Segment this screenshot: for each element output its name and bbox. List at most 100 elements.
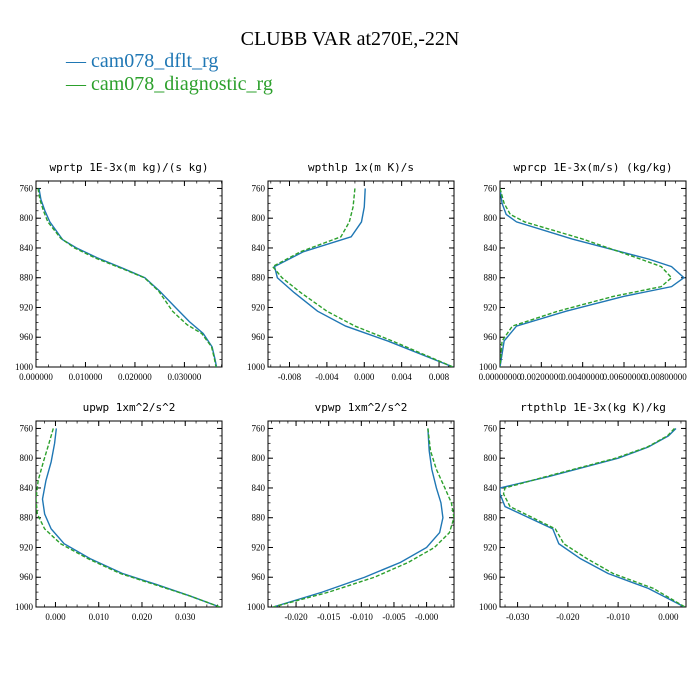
y-tick-label: 880 [484, 513, 498, 523]
y-tick-label: 840 [20, 483, 34, 493]
y-tick-label: 880 [20, 273, 34, 283]
plot-frame [499, 180, 687, 368]
plot-frame [35, 420, 223, 608]
y-tick-label: 800 [252, 453, 266, 463]
x-tick-label: -0.030 [506, 612, 530, 622]
y-tick-label: 760 [252, 423, 266, 433]
x-tick-label: 0.00400000 [561, 372, 604, 382]
series-line-diagnostic [37, 188, 217, 367]
y-tick-label: 800 [484, 453, 498, 463]
y-tick-label: 960 [252, 332, 266, 342]
y-tick-label: 800 [252, 213, 266, 223]
y-tick-label: 760 [484, 423, 498, 433]
series-line-diagnostic [271, 188, 454, 367]
x-tick-label: -0.020 [556, 612, 580, 622]
x-tick-label: 0.010 [89, 612, 110, 622]
x-tick-label: -0.004 [315, 372, 339, 382]
chart-panel-5: vpwp 1xm^2/s^2 760 800 840 880 920 960 1000 -0.0… [247, 401, 455, 622]
legend-item-dflt: — cam078_dflt_rg [66, 50, 273, 73]
legend-swatch-diagnostic: — [66, 73, 91, 95]
y-tick-label: 960 [484, 332, 498, 342]
x-tick-label: -0.000 [415, 612, 439, 622]
y-tick-label: 920 [20, 302, 34, 312]
series-line-diagnostic [273, 428, 454, 607]
x-tick-label: -0.005 [382, 612, 406, 622]
y-tick-label: 840 [20, 243, 34, 253]
legend-label-dflt: cam078_dflt_rg [91, 50, 219, 72]
y-tick-label: 1000 [247, 362, 266, 372]
y-tick-label: 960 [20, 332, 34, 342]
series-line-dflt [500, 427, 685, 607]
chart-title: vpwp 1xm^2/s^2 [315, 401, 408, 414]
x-tick-label: -0.015 [317, 612, 341, 622]
series-line-dflt [273, 428, 444, 607]
x-tick-label: 0.00000000 [479, 372, 522, 382]
chart-title: rtpthlp 1E-3x(kg K)/kg [520, 401, 666, 414]
chart-title: upwp 1xm^2/s^2 [83, 401, 176, 414]
x-tick-label: 0.010000 [69, 372, 103, 382]
series-line-dflt [41, 428, 221, 607]
series-line-diagnostic [502, 427, 686, 607]
y-tick-label: 1000 [479, 602, 498, 612]
chart-panel-4: upwp 1xm^2/s^2 760 800 840 880 920 960 1000 0.00… [15, 401, 223, 622]
y-tick-label: 880 [252, 273, 266, 283]
y-tick-label: 880 [20, 513, 34, 523]
legend-swatch-dflt: — [66, 50, 91, 72]
y-tick-label: 800 [484, 213, 498, 223]
x-tick-label: -0.010 [607, 612, 631, 622]
y-tick-label: 840 [484, 483, 498, 493]
x-tick-label: -0.020 [284, 612, 308, 622]
x-tick-label: -0.010 [350, 612, 374, 622]
x-tick-label: 0.000000 [19, 372, 53, 382]
chart-title: wprcp 1E-3x(m/s) (kg/kg) [514, 161, 673, 174]
plot-frame [35, 180, 223, 368]
legend: — cam078_dflt_rg — cam078_diagnostic_rg [66, 50, 273, 96]
y-tick-label: 760 [20, 183, 34, 193]
y-tick-label: 920 [252, 542, 266, 552]
y-tick-label: 880 [484, 273, 498, 283]
y-tick-label: 840 [252, 483, 266, 493]
y-tick-label: 960 [484, 572, 498, 582]
plot-frame [267, 180, 455, 368]
series-line-diagnostic [500, 188, 673, 367]
y-tick-label: 1000 [15, 362, 34, 372]
y-tick-label: 760 [20, 423, 34, 433]
series-line-diagnostic [36, 428, 221, 607]
y-tick-label: 800 [20, 453, 34, 463]
x-tick-label: -0.008 [278, 372, 302, 382]
page-title: CLUBB VAR at270E,-22N [240, 28, 460, 50]
chart-panel-6: rtpthlp 1E-3x(kg K)/kg 760 800 840 880 920 960… [479, 401, 687, 622]
series-line-dflt [500, 188, 686, 367]
y-tick-label: 840 [252, 243, 266, 253]
y-tick-label: 960 [20, 572, 34, 582]
x-tick-label: 0.020000 [118, 372, 152, 382]
chart-panel-2: wpthlp 1x(m K)/s 760 800 840 880 920 960 1000 -0… [247, 161, 455, 382]
y-tick-label: 840 [484, 243, 498, 253]
chart-panel-3: wprcp 1E-3x(m/s) (kg/kg) 760 800 840 880 920 9… [479, 161, 688, 382]
series-line-dflt [273, 188, 454, 367]
x-tick-label: 0.004 [392, 372, 413, 382]
y-tick-label: 920 [484, 302, 498, 312]
y-tick-label: 960 [252, 572, 266, 582]
x-tick-label: 0.00800000 [644, 372, 687, 382]
y-tick-label: 1000 [247, 602, 266, 612]
chart-title: wprtp 1E-3x(m kg)/(s kg) [50, 161, 209, 174]
y-tick-label: 760 [484, 183, 498, 193]
y-tick-label: 920 [252, 302, 266, 312]
x-tick-label: 0.030000 [168, 372, 202, 382]
y-tick-label: 760 [252, 183, 266, 193]
series-line-dflt [38, 188, 218, 367]
plot-frame [499, 420, 687, 608]
x-tick-label: 0.00600000 [603, 372, 646, 382]
y-tick-label: 1000 [479, 362, 498, 372]
x-tick-label: 0.000 [45, 612, 66, 622]
legend-label-diagnostic: cam078_diagnostic_rg [91, 73, 273, 95]
y-tick-label: 880 [252, 513, 266, 523]
x-tick-label: 0.008 [429, 372, 450, 382]
x-tick-label: 0.00200000 [520, 372, 563, 382]
x-tick-label: 0.000 [354, 372, 375, 382]
y-tick-label: 800 [20, 213, 34, 223]
y-tick-label: 920 [20, 542, 34, 552]
chart-title: wpthlp 1x(m K)/s [308, 161, 414, 174]
